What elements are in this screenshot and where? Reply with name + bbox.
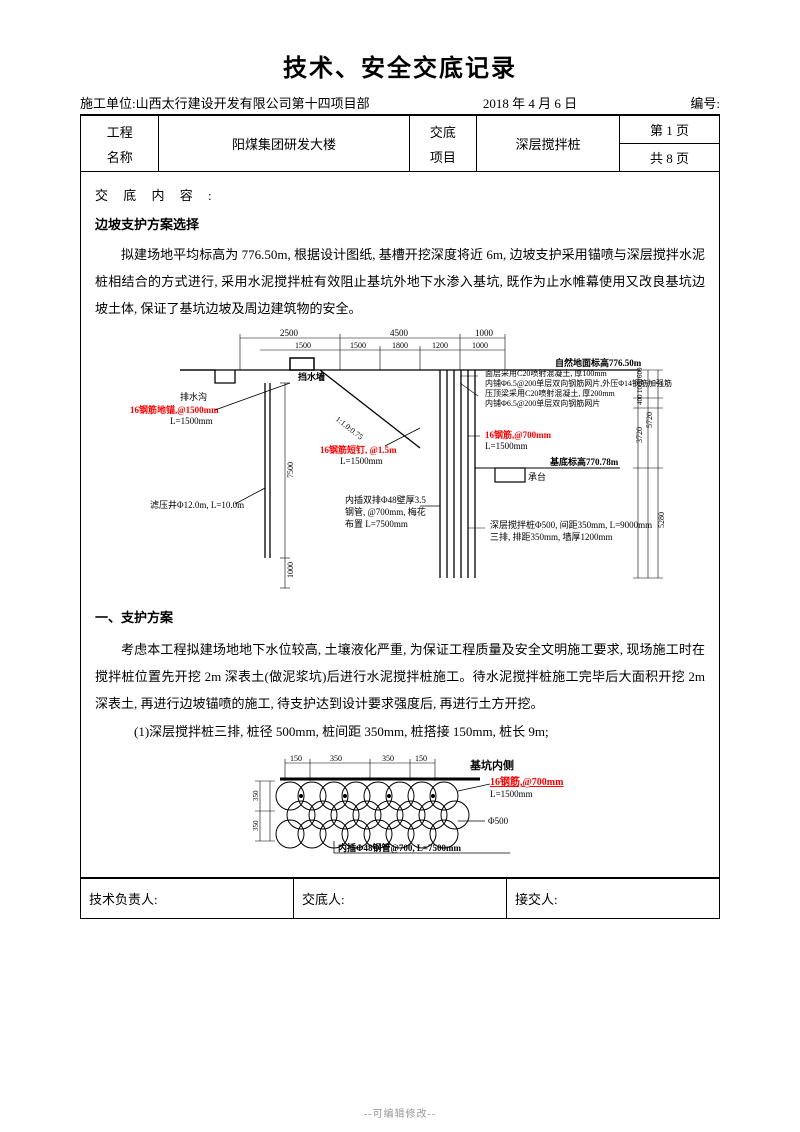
svg-text:1000: 1000 bbox=[286, 562, 295, 578]
para1: 拟建场地平均标高为 776.50m, 根据设计图纸, 基槽开挖深度将近 6m, … bbox=[95, 241, 705, 323]
sec1-title: 一、支护方案 bbox=[95, 604, 705, 631]
svg-text:基底标高770.78m: 基底标高770.78m bbox=[549, 456, 619, 467]
svg-text:排水沟: 排水沟 bbox=[180, 391, 207, 402]
svg-text:L=1500mm: L=1500mm bbox=[485, 441, 528, 451]
svg-text:深层搅拌桩Φ500, 间距350mm, L=9000mm: 深层搅拌桩Φ500, 间距350mm, L=9000mm bbox=[490, 519, 652, 530]
para2: 考虑本工程拟建场地地下水位较高, 土壤液化严重, 为保证工程质量及安全文明施工要… bbox=[95, 636, 705, 718]
svg-text:5280: 5280 bbox=[657, 512, 666, 528]
svg-text:1200: 1200 bbox=[432, 341, 448, 350]
svg-text:16钢筋,@700mm: 16钢筋,@700mm bbox=[490, 775, 564, 788]
header-table: 工程 名称 阳煤集团研发大楼 交底 项目 深层搅拌桩 第 1 页 共 8 页 bbox=[80, 115, 720, 172]
svg-text:16钢筋地锚,@1500mm: 16钢筋地锚,@1500mm bbox=[130, 404, 219, 415]
tech-leader: 技术负责人: bbox=[81, 878, 294, 918]
svg-text:350: 350 bbox=[330, 754, 342, 763]
svg-text:三排, 排距350mm, 墙厚1200mm: 三排, 排距350mm, 墙厚1200mm bbox=[490, 531, 613, 542]
content-table: 交 底 内 容 : 边坡支护方案选择 拟建场地平均标高为 776.50m, 根据… bbox=[80, 172, 720, 878]
serial-label: 编号: bbox=[690, 93, 720, 112]
svg-text:承台: 承台 bbox=[528, 471, 546, 482]
svg-text:基坑内侧: 基坑内侧 bbox=[469, 758, 514, 772]
svg-text:150: 150 bbox=[290, 754, 302, 763]
item-name: 深层搅拌桩 bbox=[477, 116, 620, 172]
svg-text:内铺Φ6.5@200单层双向钢筋网片: 内铺Φ6.5@200单层双向钢筋网片 bbox=[485, 398, 600, 408]
item-label-l1: 交底 bbox=[416, 122, 471, 141]
svg-text:L=1500mm: L=1500mm bbox=[340, 456, 383, 466]
diagram-plan: 150 350 350 150 350 350 bbox=[95, 751, 705, 861]
bullet1: (1)深层搅拌桩三排, 桩径 500mm, 桩间距 350mm, 桩搭接 150… bbox=[95, 718, 705, 745]
svg-text:1500: 1500 bbox=[295, 341, 311, 350]
svg-text:1:1.0:0.75: 1:1.0:0.75 bbox=[334, 415, 365, 442]
svg-text:1800: 1800 bbox=[392, 341, 408, 350]
svg-text:16钢筋,@700mm: 16钢筋,@700mm bbox=[485, 429, 552, 440]
svg-text:Φ500: Φ500 bbox=[488, 816, 509, 826]
svg-text:自然地面标高776.50m: 自然地面标高776.50m bbox=[555, 357, 642, 368]
svg-text:1500: 1500 bbox=[350, 341, 366, 350]
item-label-l2: 项目 bbox=[416, 147, 471, 166]
sign-row: 技术负责人: 交底人: 接交人: bbox=[80, 878, 720, 919]
svg-text:钢管, @700mm, 梅花: 钢管, @700mm, 梅花 bbox=[345, 506, 426, 517]
svg-text:挡水墙: 挡水墙 bbox=[298, 371, 325, 382]
page-current: 第 1 页 bbox=[620, 116, 720, 144]
meta-row: 施工单位:山西太行建设开发有限公司第十四项目部 2018 年 4 月 6 日 编… bbox=[80, 93, 720, 115]
svg-text:350: 350 bbox=[252, 820, 260, 831]
proj-name: 阳煤集团研发大楼 bbox=[159, 116, 409, 172]
svg-text:3720: 3720 bbox=[635, 427, 644, 443]
svg-text:1000: 1000 bbox=[472, 341, 488, 350]
svg-text:150: 150 bbox=[415, 754, 427, 763]
page-total: 共 8 页 bbox=[620, 144, 720, 172]
proj-label-l2: 名称 bbox=[87, 147, 152, 166]
sub1-title: 边坡支护方案选择 bbox=[95, 211, 705, 238]
svg-text:350: 350 bbox=[382, 754, 394, 763]
disclose-person: 交底人: bbox=[294, 878, 507, 918]
svg-text:内插双排Φ48壁厚3.5: 内插双排Φ48壁厚3.5 bbox=[345, 494, 426, 505]
section-label: 交 底 内 容 : bbox=[95, 182, 705, 209]
svg-text:7500: 7500 bbox=[286, 462, 295, 478]
proj-label-l1: 工程 bbox=[87, 122, 152, 141]
doc-title: 技术、安全交底记录 bbox=[80, 48, 720, 83]
footer-note: --可编辑修改-- bbox=[0, 1105, 800, 1120]
svg-text:400: 400 bbox=[636, 394, 644, 405]
svg-text:滤压井Φ12.0m, L=10.0m: 滤压井Φ12.0m, L=10.0m bbox=[150, 499, 244, 510]
svg-text:600: 600 bbox=[636, 367, 644, 378]
svg-text:1000: 1000 bbox=[636, 379, 644, 394]
svg-text:5720: 5720 bbox=[645, 412, 654, 428]
svg-text:350: 350 bbox=[252, 790, 260, 801]
svg-text:L=1500mm: L=1500mm bbox=[490, 789, 533, 799]
svg-text:2500: 2500 bbox=[280, 328, 299, 338]
svg-text:布置 L=7500mm: 布置 L=7500mm bbox=[345, 518, 408, 529]
unit-label: 施工单位: bbox=[80, 96, 136, 111]
unit-value: 山西太行建设开发有限公司第十四项目部 bbox=[136, 96, 370, 111]
receive-person: 接交人: bbox=[507, 878, 720, 918]
svg-text:L=1500mm: L=1500mm bbox=[170, 416, 213, 426]
diagram-section: 2500 4500 1000 1500 1500 1800 1200 1000 … bbox=[95, 328, 705, 598]
svg-text:面层采用C20喷射混凝土, 厚100mm: 面层采用C20喷射混凝土, 厚100mm bbox=[485, 368, 608, 378]
svg-text:4500: 4500 bbox=[390, 328, 409, 338]
svg-text:压顶梁采用C20喷射混凝土, 厚200mm: 压顶梁采用C20喷射混凝土, 厚200mm bbox=[485, 388, 616, 398]
svg-text:1000: 1000 bbox=[475, 328, 494, 338]
doc-date: 2018 年 4 月 6 日 bbox=[483, 93, 577, 112]
svg-text:内插Φ48钢管@700, L=7500mm: 内插Φ48钢管@700, L=7500mm bbox=[338, 842, 461, 853]
